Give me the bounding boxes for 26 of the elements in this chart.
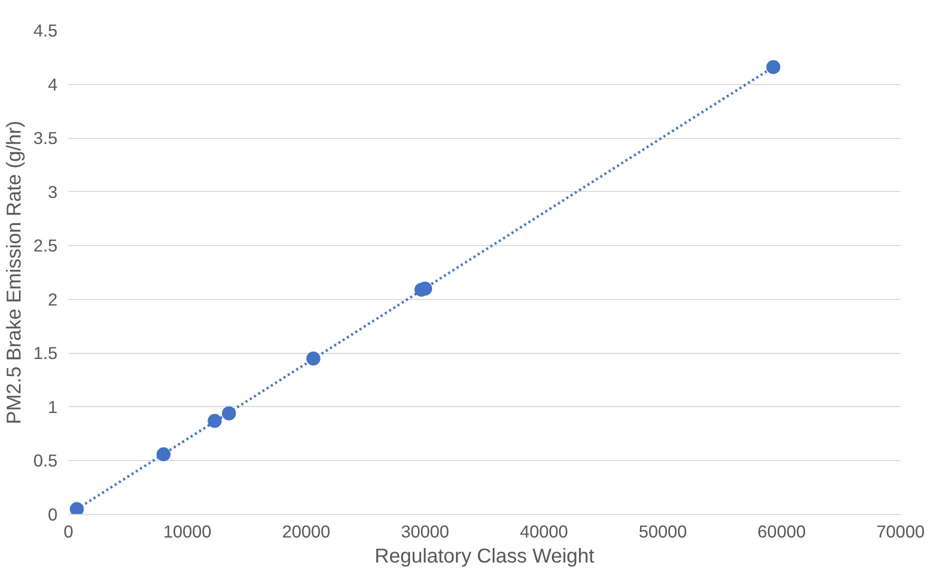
y-tick-label: 1	[48, 396, 58, 417]
y-tick-label: 2	[48, 289, 58, 310]
y-tick-label: 3	[48, 182, 58, 202]
x-axis-title: Regulatory Class Weight	[374, 546, 595, 568]
x-tick-label: 0	[64, 522, 74, 542]
y-tick-label: 1.5	[33, 343, 58, 364]
y-tick-label: 4	[48, 74, 58, 94]
x-tick-label: 10000	[163, 522, 212, 542]
y-axis-title: PM2.5 Brake Emission Rate (g/hr)	[3, 120, 26, 424]
point	[208, 414, 222, 428]
y-tick-label: 3.5	[33, 128, 58, 148]
point	[222, 406, 236, 420]
y-tick-label: 4.5	[33, 20, 58, 40]
point	[156, 447, 171, 462]
x-tick-label: 30000	[400, 522, 450, 542]
point	[306, 352, 320, 366]
x-tick-label: 70000	[876, 522, 925, 542]
y-tick-label: 0.5	[33, 450, 58, 471]
x-tick-label: 60000	[758, 522, 806, 542]
x-tick-label: 50000	[638, 522, 687, 542]
point	[70, 502, 84, 514]
x-tick-label: 20000	[282, 522, 330, 542]
x-tick-label: 40000	[520, 522, 568, 542]
point	[766, 60, 780, 74]
y-tick-label: 0	[48, 504, 58, 524]
y-tick-label: 2.5	[33, 236, 58, 256]
